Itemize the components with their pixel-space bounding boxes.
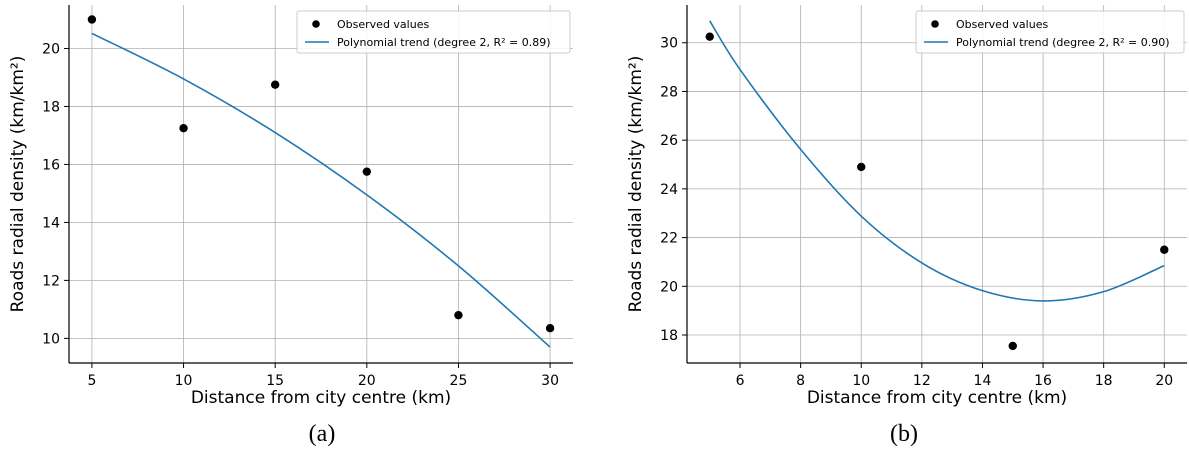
chart-b-x-tick-label-5: 16 — [1034, 373, 1052, 389]
chart-b-data-point-3 — [1160, 245, 1169, 254]
chart-b-legend-box — [915, 10, 1185, 54]
chart-a-x-tick-label-0: 5 — [87, 373, 96, 389]
chart-a-x-tick-label-1: 10 — [175, 373, 193, 389]
chart-b-x-tick-label-6: 18 — [1095, 373, 1113, 389]
chart-b-legend-label-1: Polynomial trend (degree 2, R² = 0.90) — [956, 36, 1170, 49]
chart-a-y-tick-label-4: 18 — [42, 99, 60, 115]
chart-a-y-tick-label-1: 12 — [42, 273, 60, 289]
chart-b-x-tick-label-1: 8 — [796, 373, 805, 389]
chart-a-data-point-4 — [454, 310, 463, 320]
chart-b-data-point-1 — [857, 162, 866, 172]
chart-b-x-tick-label-0: 6 — [736, 373, 745, 389]
chart-a-trend-line — [91, 32, 551, 348]
chart-a-data-point-3 — [362, 167, 372, 176]
chart-a-legend-label-0: Observed values — [337, 18, 429, 31]
chart-a-data-point-1 — [179, 123, 188, 133]
chart-b-legend-marker-points — [931, 20, 939, 28]
chart-b-x-axis-label: Distance from city centre (km) — [807, 388, 1067, 408]
chart-a-legend-marker-points — [312, 20, 320, 28]
chart-a-caption: (a) — [309, 421, 336, 447]
chart-b-y-tick-label-5: 28 — [660, 84, 678, 100]
chart-a-x-tick-label-4: 25 — [450, 373, 468, 389]
chart-b-x-tick-label-2: 10 — [852, 373, 870, 389]
chart-b-y-tick-label-4: 26 — [660, 133, 678, 149]
chart-a-y-tick-label-5: 20 — [42, 41, 60, 57]
chart-b-y-tick-label-6: 30 — [660, 36, 678, 52]
chart-a-data-point-5 — [545, 324, 555, 333]
chart-b-x-tick-label-3: 12 — [913, 373, 931, 389]
chart-b-x-tick-label-7: 20 — [1155, 373, 1173, 389]
chart-a-legend-box — [296, 10, 571, 54]
chart-b-x-tick-label-4: 14 — [974, 373, 992, 389]
chart-a-data-point-2 — [270, 80, 280, 89]
chart-a-x-tick-label-5: 30 — [541, 373, 559, 389]
chart-a-x-tick-label-2: 15 — [266, 373, 284, 389]
chart-b-y-tick-label-0: 18 — [660, 328, 678, 344]
chart-a-y-tick-label-3: 16 — [42, 157, 60, 173]
chart-b-y-tick-label-3: 24 — [660, 182, 678, 198]
chart-b-caption: (b) — [890, 421, 918, 447]
chart-a-y-tick-label-2: 14 — [42, 215, 60, 231]
chart-b-legend-label-0: Observed values — [956, 18, 1048, 31]
chart-b: 6 8 10 12 14 16 18 20 18 20 22 24 26 28 30 Distance fro… — [626, 5, 1187, 447]
chart-a-x-axis-label: Distance from city centre (km) — [191, 388, 451, 408]
chart-b-y-axis-label: Roads radial density (km/km²) — [626, 56, 646, 313]
chart-a-y-axis-label: Roads radial density (km/km²) — [8, 56, 28, 313]
chart-b-trend-line — [709, 20, 1165, 302]
chart-a-legend-label-1: Polynomial trend (degree 2, R² = 0.89) — [337, 36, 551, 49]
chart-b-data-point-2 — [1008, 341, 1017, 351]
chart-a-x-tick-label-3: 20 — [358, 373, 376, 389]
chart-b-data-point-0 — [705, 32, 714, 41]
chart-b-y-tick-label-2: 22 — [660, 231, 678, 247]
chart-a-y-tick-label-0: 10 — [42, 331, 60, 347]
chart-a-data-point-0 — [87, 15, 97, 24]
chart-b-y-tick-label-1: 20 — [660, 279, 678, 295]
